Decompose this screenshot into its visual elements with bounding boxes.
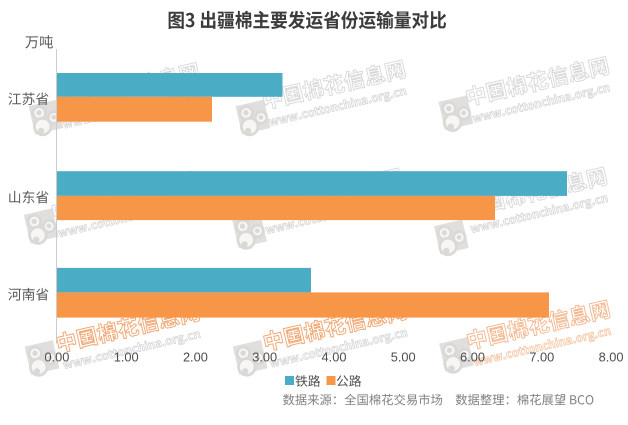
svg-text:3.00: 3.00 [252,349,277,364]
svg-text:6.00: 6.00 [460,349,485,364]
svg-text:8.00: 8.00 [599,349,624,364]
svg-text:0.00: 0.00 [44,349,69,364]
svg-text:2.00: 2.00 [183,349,208,364]
svg-text:4.00: 4.00 [322,349,347,364]
svg-text:1.00: 1.00 [114,349,139,364]
svg-text:5.00: 5.00 [391,349,416,364]
svg-text:7.00: 7.00 [529,349,554,364]
